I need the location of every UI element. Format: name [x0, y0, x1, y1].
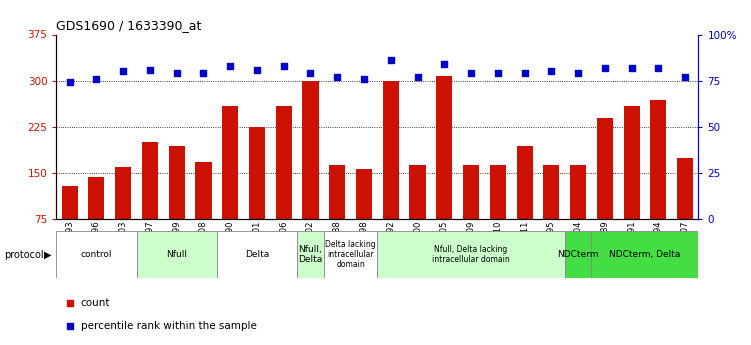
Point: [251, 67, 263, 72]
Point: [225, 63, 237, 69]
Bar: [217, 231, 297, 278]
Point: [545, 69, 557, 74]
Text: Nfull: Nfull: [166, 250, 187, 259]
Text: protocol: protocol: [4, 250, 44, 259]
Bar: [650, 100, 666, 219]
Point: [278, 63, 290, 69]
Bar: [623, 107, 640, 219]
Bar: [297, 231, 324, 278]
Text: Delta lacking
intracellular
domain: Delta lacking intracellular domain: [325, 239, 376, 269]
Bar: [169, 147, 185, 219]
Bar: [543, 165, 559, 219]
Text: ▶: ▶: [44, 250, 52, 259]
Point: [144, 67, 156, 72]
Bar: [249, 127, 265, 219]
Point: [65, 300, 77, 306]
Point: [385, 58, 397, 63]
Text: GDS1690 / 1633390_at: GDS1690 / 1633390_at: [56, 19, 202, 32]
Bar: [329, 165, 345, 219]
Bar: [565, 231, 592, 278]
Point: [653, 65, 665, 70]
Bar: [62, 186, 78, 219]
Text: percentile rank within the sample: percentile rank within the sample: [80, 321, 257, 331]
Bar: [436, 76, 452, 219]
Bar: [276, 107, 292, 219]
Bar: [142, 142, 158, 219]
Point: [572, 70, 584, 76]
Bar: [195, 162, 212, 219]
Point: [117, 69, 129, 74]
Text: count: count: [80, 298, 110, 308]
Point: [518, 70, 530, 76]
Bar: [592, 231, 698, 278]
Point: [90, 76, 102, 81]
Point: [439, 61, 451, 67]
Text: Delta: Delta: [245, 250, 269, 259]
Bar: [570, 165, 586, 219]
Point: [331, 74, 343, 80]
Bar: [409, 165, 426, 219]
Bar: [377, 231, 565, 278]
Point: [679, 74, 691, 80]
Bar: [490, 165, 506, 219]
Bar: [222, 107, 238, 219]
Text: NDCterm: NDCterm: [557, 250, 599, 259]
Text: NDCterm, Delta: NDCterm, Delta: [609, 250, 680, 259]
Point: [465, 70, 477, 76]
Bar: [89, 177, 104, 219]
Bar: [517, 147, 532, 219]
Bar: [303, 81, 318, 219]
Text: Nfull,
Delta: Nfull, Delta: [298, 245, 323, 264]
Text: control: control: [80, 250, 112, 259]
Point: [64, 80, 76, 85]
Bar: [463, 165, 479, 219]
Text: Nfull, Delta lacking
intracellular domain: Nfull, Delta lacking intracellular domai…: [432, 245, 510, 264]
Point: [65, 323, 77, 329]
Bar: [677, 158, 693, 219]
Point: [170, 70, 182, 76]
Bar: [137, 231, 217, 278]
Point: [492, 70, 504, 76]
Bar: [56, 231, 137, 278]
Bar: [324, 231, 377, 278]
Bar: [356, 169, 372, 219]
Point: [626, 65, 638, 70]
Point: [358, 76, 370, 81]
Point: [599, 65, 611, 70]
Point: [412, 74, 424, 80]
Point: [304, 70, 316, 76]
Point: [198, 70, 210, 76]
Bar: [115, 167, 131, 219]
Bar: [597, 118, 613, 219]
Bar: [383, 81, 399, 219]
